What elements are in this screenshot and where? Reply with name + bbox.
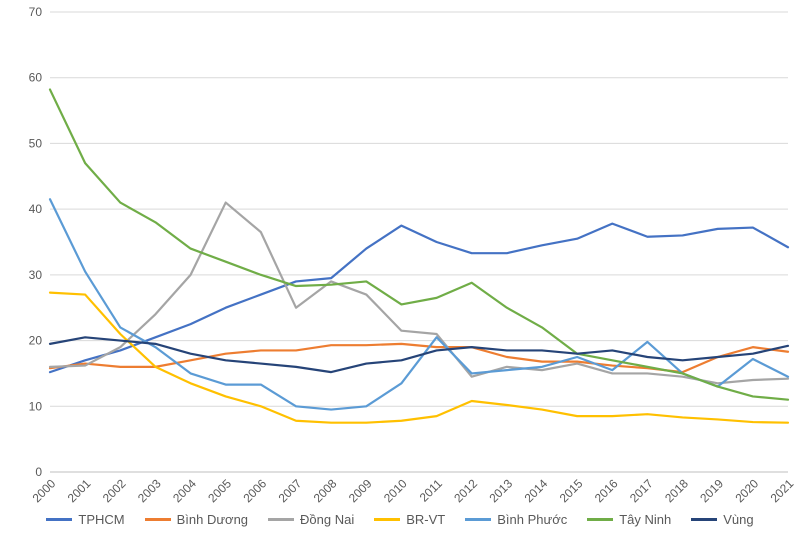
- legend-swatch: [587, 518, 613, 521]
- legend-swatch: [46, 518, 72, 521]
- y-tick-label: 30: [29, 268, 43, 282]
- legend-label: Tây Ninh: [619, 512, 671, 527]
- legend-item: Vùng: [691, 512, 753, 527]
- legend-swatch: [465, 518, 491, 521]
- legend-item: Đồng Nai: [268, 512, 354, 527]
- legend-swatch: [374, 518, 400, 521]
- y-tick-label: 40: [29, 202, 43, 216]
- legend-item: Bình Dương: [145, 512, 248, 527]
- legend: TPHCM Bình Dương Đồng Nai BR-VT Bình Phước Tâ…: [0, 509, 800, 527]
- line-chart: 0102030405060702000200120022003200420052…: [0, 0, 800, 533]
- legend-label: Bình Phước: [497, 512, 567, 527]
- chart-container: 0102030405060702000200120022003200420052…: [0, 0, 800, 533]
- y-tick-label: 10: [29, 399, 43, 413]
- y-tick-label: 20: [29, 334, 43, 348]
- legend-item: TPHCM: [46, 512, 124, 527]
- legend-swatch: [145, 518, 171, 521]
- legend-item: Tây Ninh: [587, 512, 671, 527]
- legend-label: Bình Dương: [177, 512, 248, 527]
- y-tick-label: 0: [35, 465, 42, 479]
- y-tick-label: 50: [29, 136, 43, 150]
- legend-swatch: [691, 518, 717, 521]
- y-tick-label: 60: [29, 71, 43, 85]
- y-tick-label: 70: [29, 5, 43, 19]
- legend-label: BR-VT: [406, 512, 445, 527]
- legend-swatch: [268, 518, 294, 521]
- legend-item: Bình Phước: [465, 512, 567, 527]
- legend-item: BR-VT: [374, 512, 445, 527]
- legend-label: Đồng Nai: [300, 512, 354, 527]
- legend-label: TPHCM: [78, 512, 124, 527]
- legend-label: Vùng: [723, 512, 753, 527]
